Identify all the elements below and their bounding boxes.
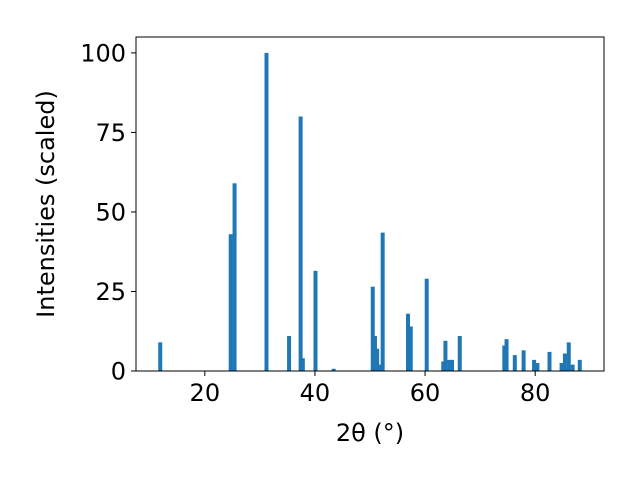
bar-15 xyxy=(408,326,413,371)
bar-1 xyxy=(228,234,233,371)
bar-13 xyxy=(380,232,385,371)
y-tick-label-2: 50 xyxy=(95,198,126,226)
bar-30 xyxy=(562,353,567,371)
bar-8 xyxy=(331,368,336,371)
x-tick-label-1: 40 xyxy=(300,379,331,407)
bar-2 xyxy=(232,183,237,371)
x-tick-label-0: 20 xyxy=(190,379,221,407)
bar-22 xyxy=(502,345,507,371)
x-tick-label-3: 80 xyxy=(520,379,551,407)
bar-27 xyxy=(535,363,540,371)
bar-5 xyxy=(298,116,303,372)
bar-31 xyxy=(566,342,571,371)
y-tick-label-1: 25 xyxy=(95,278,126,306)
bar-28 xyxy=(547,351,552,371)
bar-3 xyxy=(264,52,269,372)
bar-0 xyxy=(158,342,163,371)
bar-24 xyxy=(512,355,517,371)
y-tick-label-3: 75 xyxy=(95,119,126,147)
bar-29 xyxy=(559,363,564,371)
bar-4 xyxy=(287,336,292,371)
y-tick-label-4: 100 xyxy=(80,39,126,67)
bar-14 xyxy=(405,313,410,371)
bar-17 xyxy=(441,361,446,371)
bar-20 xyxy=(450,359,455,371)
ticks-group: 20 40 60 80 0 25 50 75 100 xyxy=(80,39,550,407)
bar-18 xyxy=(443,340,448,371)
bar-26 xyxy=(532,359,537,371)
bar-12 xyxy=(378,364,383,371)
bar-33 xyxy=(577,359,582,371)
y-tick-label-0: 0 xyxy=(111,358,126,386)
x-tick-label-2: 60 xyxy=(410,379,441,407)
bar-9 xyxy=(370,286,375,371)
bar-16 xyxy=(424,278,429,371)
bar-11 xyxy=(375,348,380,371)
bar-25 xyxy=(521,350,526,371)
x-axis-label: 2θ (°) xyxy=(336,419,404,447)
bar-23 xyxy=(504,339,509,371)
bar-32 xyxy=(570,364,575,371)
y-axis-label: Intensities (scaled) xyxy=(32,90,60,318)
bar-6 xyxy=(300,358,305,371)
bar-21 xyxy=(457,336,462,371)
bar-7 xyxy=(313,270,318,371)
bar-10 xyxy=(372,336,377,371)
plot-frame xyxy=(135,36,605,372)
bars-group xyxy=(158,52,582,372)
bar-19 xyxy=(447,359,452,371)
